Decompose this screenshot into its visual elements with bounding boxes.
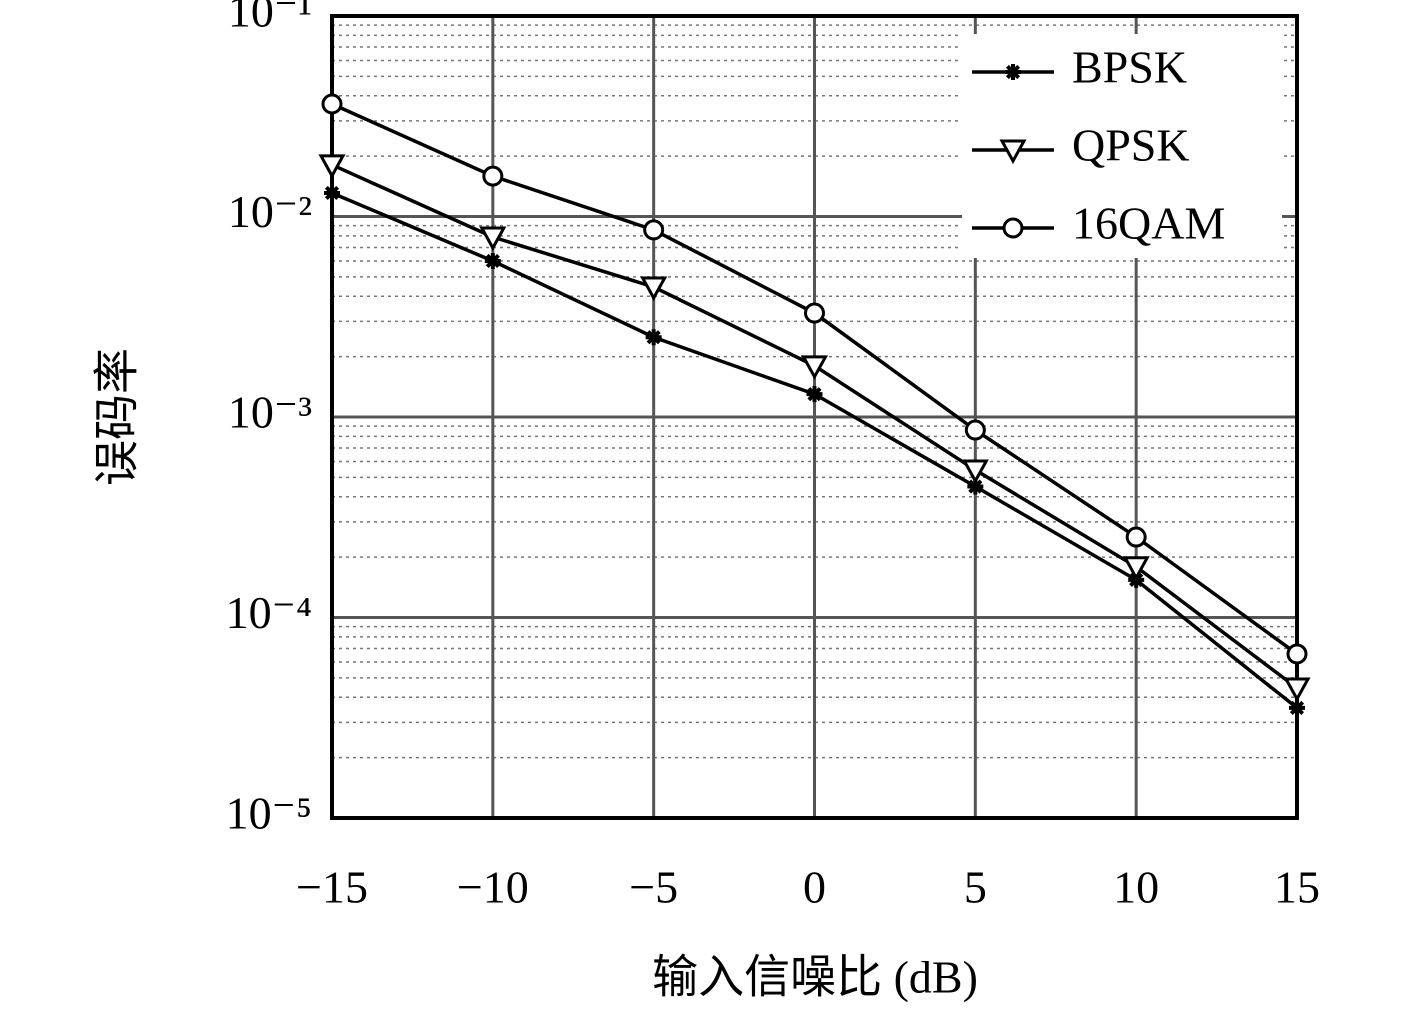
x-axis-label: 输入信噪比 (dB) (652, 952, 978, 1003)
marker (324, 184, 340, 201)
legend-label: 16QAM (1072, 198, 1225, 249)
marker (967, 478, 984, 495)
marker (482, 165, 504, 187)
marker (806, 386, 823, 403)
marker (1289, 699, 1305, 716)
marker (640, 276, 668, 302)
marker (318, 154, 346, 179)
marker (1125, 526, 1147, 548)
marker (645, 329, 662, 346)
marker (643, 219, 665, 241)
marker (1122, 556, 1150, 581)
marker (999, 139, 1027, 165)
plot-frame (330, 14, 1299, 820)
x-tick-label: 0 (803, 862, 826, 913)
x-tick-label: −15 (296, 862, 368, 913)
marker (484, 252, 501, 269)
y-tick-label: 10⁻⁵ (226, 788, 312, 839)
legend-label: QPSK (1072, 120, 1190, 171)
marker (1283, 677, 1311, 703)
x-tick-label: 10 (1113, 862, 1159, 913)
y-tick-label: 10⁻⁴ (226, 587, 312, 638)
x-tick-label: 5 (964, 862, 987, 913)
y-tick-label: 10⁻² (228, 186, 312, 237)
y-tick-label: 10⁻³ (228, 387, 312, 438)
x-tick-label: −10 (457, 862, 529, 913)
marker (964, 419, 986, 441)
y-tick-label: 10⁻¹ (228, 0, 312, 37)
x-tick-label: −5 (629, 862, 678, 913)
marker (1005, 64, 1021, 80)
marker (1286, 643, 1308, 665)
marker (800, 355, 829, 380)
marker (961, 459, 989, 485)
x-tick-label: 15 (1274, 862, 1320, 913)
marker (1002, 217, 1024, 239)
y-axis-label: 误码率 (92, 348, 143, 486)
marker (804, 302, 825, 324)
marker (479, 226, 507, 252)
marker (321, 93, 343, 115)
legend-label: BPSK (1072, 42, 1187, 93)
